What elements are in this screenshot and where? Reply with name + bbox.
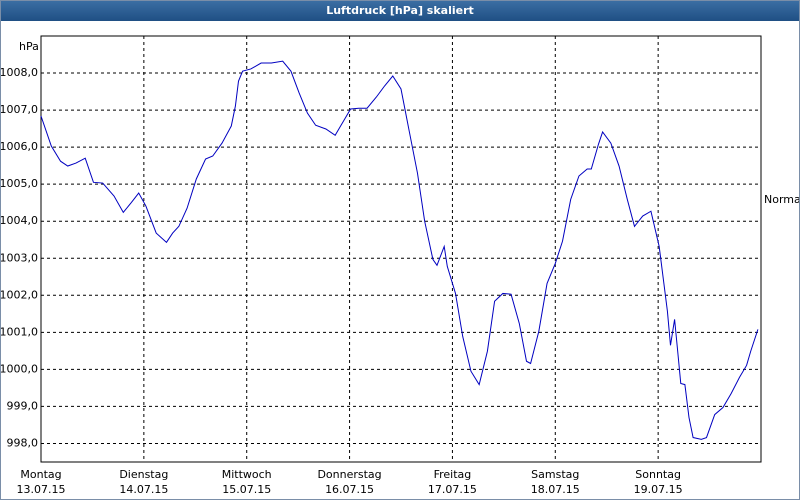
y-tick-label: 999,0 — [7, 399, 39, 412]
y-tick-label: 1001,0 — [1, 325, 38, 338]
y-tick-label: 998,0 — [7, 436, 39, 449]
y-tick-label: 1008,0 — [1, 66, 38, 79]
y-axis-label: hPa — [19, 40, 39, 53]
y-tick-label: 1007,0 — [1, 103, 38, 116]
y-tick-label: 1000,0 — [1, 362, 38, 375]
y-tick-label: 1002,0 — [1, 288, 38, 301]
x-tick-label: Freitag 17.07.15 — [427, 468, 477, 496]
x-tick-label: Dienstag 14.07.15 — [119, 468, 169, 496]
y-tick-label: 1003,0 — [1, 251, 38, 264]
x-tick-label: Samstag 18.07.15 — [530, 468, 580, 496]
y-tick-label: 1006,0 — [1, 140, 38, 153]
plot-frame — [40, 35, 762, 463]
data-line — [40, 60, 759, 440]
annotation: Normal — [764, 193, 799, 206]
x-tick-label: Sonntag 19.07.15 — [633, 468, 683, 496]
x-tick-label: Mittwoch 15.07.15 — [221, 468, 272, 496]
chart-title: Luftdruck [hPa] skaliert — [1, 1, 799, 21]
y-tick-label: 1005,0 — [1, 177, 38, 190]
x-tick-label: Donnerstag 16.07.15 — [317, 468, 382, 496]
x-tick-label: Montag 13.07.15 — [16, 468, 66, 496]
y-tick-label: 1004,0 — [1, 214, 38, 227]
